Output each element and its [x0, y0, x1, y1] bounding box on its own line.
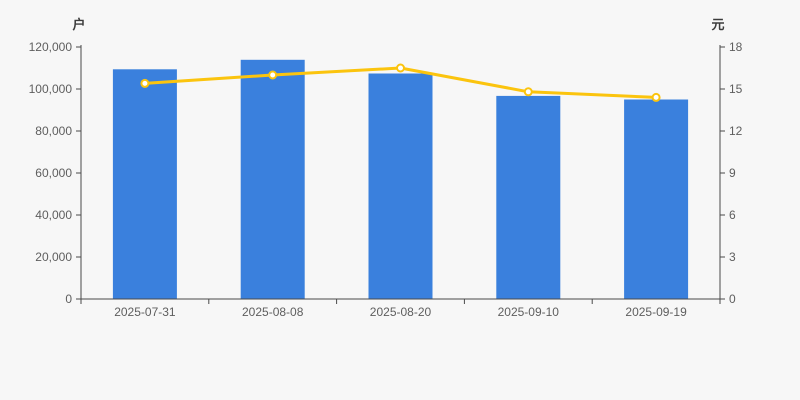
right-axis-tick-label: 15	[729, 82, 743, 96]
left-axis-tick-label: 80,000	[35, 124, 72, 138]
right-axis-tick-label: 9	[729, 166, 736, 180]
bar-2025-08-20	[368, 73, 433, 299]
x-axis-category-label: 2025-07-31	[114, 305, 176, 319]
right-axis-tick-label: 18	[729, 40, 743, 54]
left-axis-tick-label: 40,000	[35, 208, 72, 222]
left-axis-tick-label: 20,000	[35, 250, 72, 264]
left-axis-tick-label: 120,000	[29, 40, 73, 54]
left-axis-tick-label: 0	[65, 292, 72, 306]
right-axis-tick-label: 12	[729, 124, 743, 138]
right-axis-tick-label: 0	[729, 292, 736, 306]
line-marker-2025-09-10	[523, 87, 533, 97]
left-axis-name: 户	[72, 17, 85, 32]
x-axis-category-label: 2025-09-10	[498, 305, 560, 319]
right-axis-name: 元	[711, 17, 724, 32]
line-marker-2025-09-19	[651, 92, 661, 102]
right-axis-tick-label: 3	[729, 250, 736, 264]
left-axis-tick-label: 60,000	[35, 166, 72, 180]
bar-2025-08-08	[240, 59, 305, 299]
right-axis-tick-label: 6	[729, 208, 736, 222]
line-marker-2025-07-31	[140, 78, 150, 88]
bar-2025-09-19	[624, 99, 689, 299]
line-marker-2025-08-20	[396, 63, 405, 73]
line-marker-2025-08-08	[268, 70, 278, 80]
x-axis-category-label: 2025-08-08	[242, 305, 304, 319]
x-axis-category-label: 2025-08-20	[370, 305, 432, 319]
bar-2025-07-31	[112, 69, 177, 299]
x-axis-category-label: 2025-09-19	[625, 305, 687, 319]
left-axis-tick-label: 100,000	[29, 82, 73, 96]
bar-2025-09-10	[496, 95, 561, 300]
